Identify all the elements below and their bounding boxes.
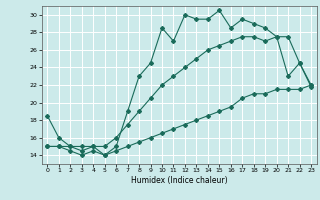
X-axis label: Humidex (Indice chaleur): Humidex (Indice chaleur) bbox=[131, 176, 228, 185]
